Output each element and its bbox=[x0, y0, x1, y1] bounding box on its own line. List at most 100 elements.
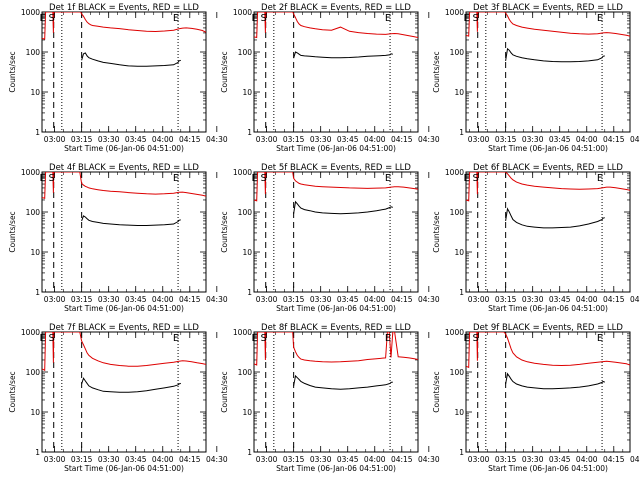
x-tick-label: 03:15 bbox=[71, 135, 93, 144]
x-tick-label: 03:00 bbox=[256, 135, 278, 144]
x-axis-label: Start Time (06-Jan-06 04:51:00) bbox=[276, 464, 396, 473]
y-tick-label: 10 bbox=[454, 408, 464, 417]
x-axis-label: Start Time (06-Jan-06 04:51:00) bbox=[64, 464, 184, 473]
y-tick-label: 1 bbox=[35, 288, 40, 297]
x-tick-label: 04:00 bbox=[152, 295, 174, 304]
x-tick-label: 04:15 bbox=[603, 295, 625, 304]
event-marker-label: S bbox=[261, 13, 267, 24]
y-tick-label: 10 bbox=[242, 248, 252, 257]
y-tick-label: 1000 bbox=[445, 168, 464, 177]
x-tick-label: 04:30 bbox=[206, 135, 228, 144]
x-tick-label: 04:30 bbox=[630, 295, 640, 304]
x-tick-label: 04:30 bbox=[630, 135, 640, 144]
x-axis-label: Start Time (06-Jan-06 04:51:00) bbox=[276, 304, 396, 313]
x-axis-label: Start Time (06-Jan-06 04:51:00) bbox=[488, 144, 608, 153]
y-tick-label: 1000 bbox=[21, 168, 40, 177]
x-tick-label: 03:45 bbox=[125, 295, 147, 304]
event-marker-label: S bbox=[49, 173, 55, 184]
x-tick-label: 03:45 bbox=[125, 135, 147, 144]
y-tick-label: 1000 bbox=[21, 328, 40, 337]
plot-frame bbox=[465, 331, 631, 453]
x-tick-label: 03:15 bbox=[495, 135, 517, 144]
y-tick-label: 10 bbox=[30, 408, 40, 417]
y-tick-label: 100 bbox=[26, 368, 41, 377]
series-events-line bbox=[505, 207, 605, 229]
panel-title: Det 4f BLACK = Events, RED = LLD bbox=[49, 163, 199, 173]
panel-3: Det 3f BLACK = Events, RED = LLD 1 10 100 10… bbox=[432, 3, 640, 153]
y-tick-label: 1 bbox=[247, 128, 252, 137]
x-tick-label: 04:15 bbox=[179, 295, 201, 304]
series-events-line bbox=[505, 47, 605, 63]
y-tick-label: 1000 bbox=[233, 8, 252, 17]
x-tick-label: 04:30 bbox=[630, 455, 640, 464]
y-tick-label: 10 bbox=[30, 248, 40, 257]
x-axis-label: Start Time (06-Jan-06 04:51:00) bbox=[488, 304, 608, 313]
y-axis-label: Counts/sec bbox=[432, 51, 441, 92]
x-tick-label: 03:45 bbox=[549, 455, 571, 464]
panel-title: Det 8f BLACK = Events, RED = LLD bbox=[261, 323, 411, 333]
panel-title: Det 5f BLACK = Events, RED = LLD bbox=[261, 163, 411, 173]
x-tick-label: 03:30 bbox=[98, 135, 120, 144]
panel-4: Det 4f BLACK = Events, RED = LLD 1 10 100 10… bbox=[8, 163, 228, 313]
event-marker-label: E bbox=[597, 13, 603, 24]
y-tick-label: 1000 bbox=[445, 328, 464, 337]
x-tick-label: 03:30 bbox=[98, 455, 120, 464]
x-axis-label: Start Time (06-Jan-06 04:51:00) bbox=[488, 464, 608, 473]
x-axis-label: Start Time (06-Jan-06 04:51:00) bbox=[276, 144, 396, 153]
x-tick-label: 03:15 bbox=[71, 295, 93, 304]
event-marker-label: E bbox=[40, 333, 46, 344]
x-tick-label: 03:30 bbox=[522, 455, 544, 464]
event-marker-label: E bbox=[464, 333, 470, 344]
x-tick-label: 03:00 bbox=[44, 455, 66, 464]
y-tick-label: 1 bbox=[459, 288, 464, 297]
event-marker-label: E bbox=[464, 173, 470, 184]
y-tick-label: 1000 bbox=[445, 8, 464, 17]
x-tick-label: 04:15 bbox=[179, 135, 201, 144]
series-lld-line bbox=[42, 12, 206, 40]
y-tick-label: 100 bbox=[26, 48, 41, 57]
event-marker-label: E bbox=[173, 13, 179, 24]
event-marker-label: E bbox=[597, 333, 603, 344]
y-axis-label: Counts/sec bbox=[432, 371, 441, 412]
x-tick-label: 03:15 bbox=[495, 295, 517, 304]
panel-2: Det 2f BLACK = Events, RED = LLD 1 10 100 10… bbox=[220, 3, 440, 153]
x-tick-label: 04:30 bbox=[418, 455, 440, 464]
y-axis-label: Counts/sec bbox=[432, 211, 441, 252]
y-tick-label: 1 bbox=[35, 128, 40, 137]
event-marker-label: S bbox=[261, 333, 267, 344]
y-tick-label: 1 bbox=[459, 448, 464, 457]
y-tick-label: 1 bbox=[247, 448, 252, 457]
x-tick-label: 04:30 bbox=[418, 295, 440, 304]
x-tick-label: 04:00 bbox=[576, 455, 598, 464]
x-tick-label: 04:30 bbox=[206, 455, 228, 464]
plot-frame bbox=[465, 171, 631, 293]
series-events-line bbox=[293, 200, 393, 215]
x-tick-label: 04:00 bbox=[152, 455, 174, 464]
series-events-line bbox=[293, 51, 393, 59]
x-tick-label: 03:15 bbox=[71, 455, 93, 464]
x-tick-label: 03:30 bbox=[522, 135, 544, 144]
x-tick-label: 03:15 bbox=[495, 455, 517, 464]
x-tick-label: 04:15 bbox=[391, 295, 413, 304]
y-tick-label: 100 bbox=[26, 208, 41, 217]
panel-title: Det 9f BLACK = Events, RED = LLD bbox=[473, 323, 623, 333]
y-tick-label: 1 bbox=[247, 288, 252, 297]
y-tick-label: 10 bbox=[454, 88, 464, 97]
x-tick-label: 04:00 bbox=[152, 135, 174, 144]
y-tick-label: 100 bbox=[238, 208, 253, 217]
series-events-line bbox=[505, 372, 605, 390]
y-tick-label: 10 bbox=[242, 88, 252, 97]
y-tick-label: 10 bbox=[242, 408, 252, 417]
series-lld-line bbox=[254, 172, 418, 202]
plot-frame bbox=[253, 11, 419, 133]
event-marker-label: S bbox=[473, 333, 479, 344]
series-events-line bbox=[81, 52, 181, 67]
event-marker-label: S bbox=[473, 173, 479, 184]
plot-frame bbox=[41, 171, 207, 293]
series-lld-line bbox=[254, 12, 418, 39]
x-tick-label: 04:15 bbox=[179, 455, 201, 464]
x-tick-label: 03:30 bbox=[310, 295, 332, 304]
series-events-line bbox=[81, 377, 181, 393]
x-tick-label: 04:00 bbox=[364, 135, 386, 144]
